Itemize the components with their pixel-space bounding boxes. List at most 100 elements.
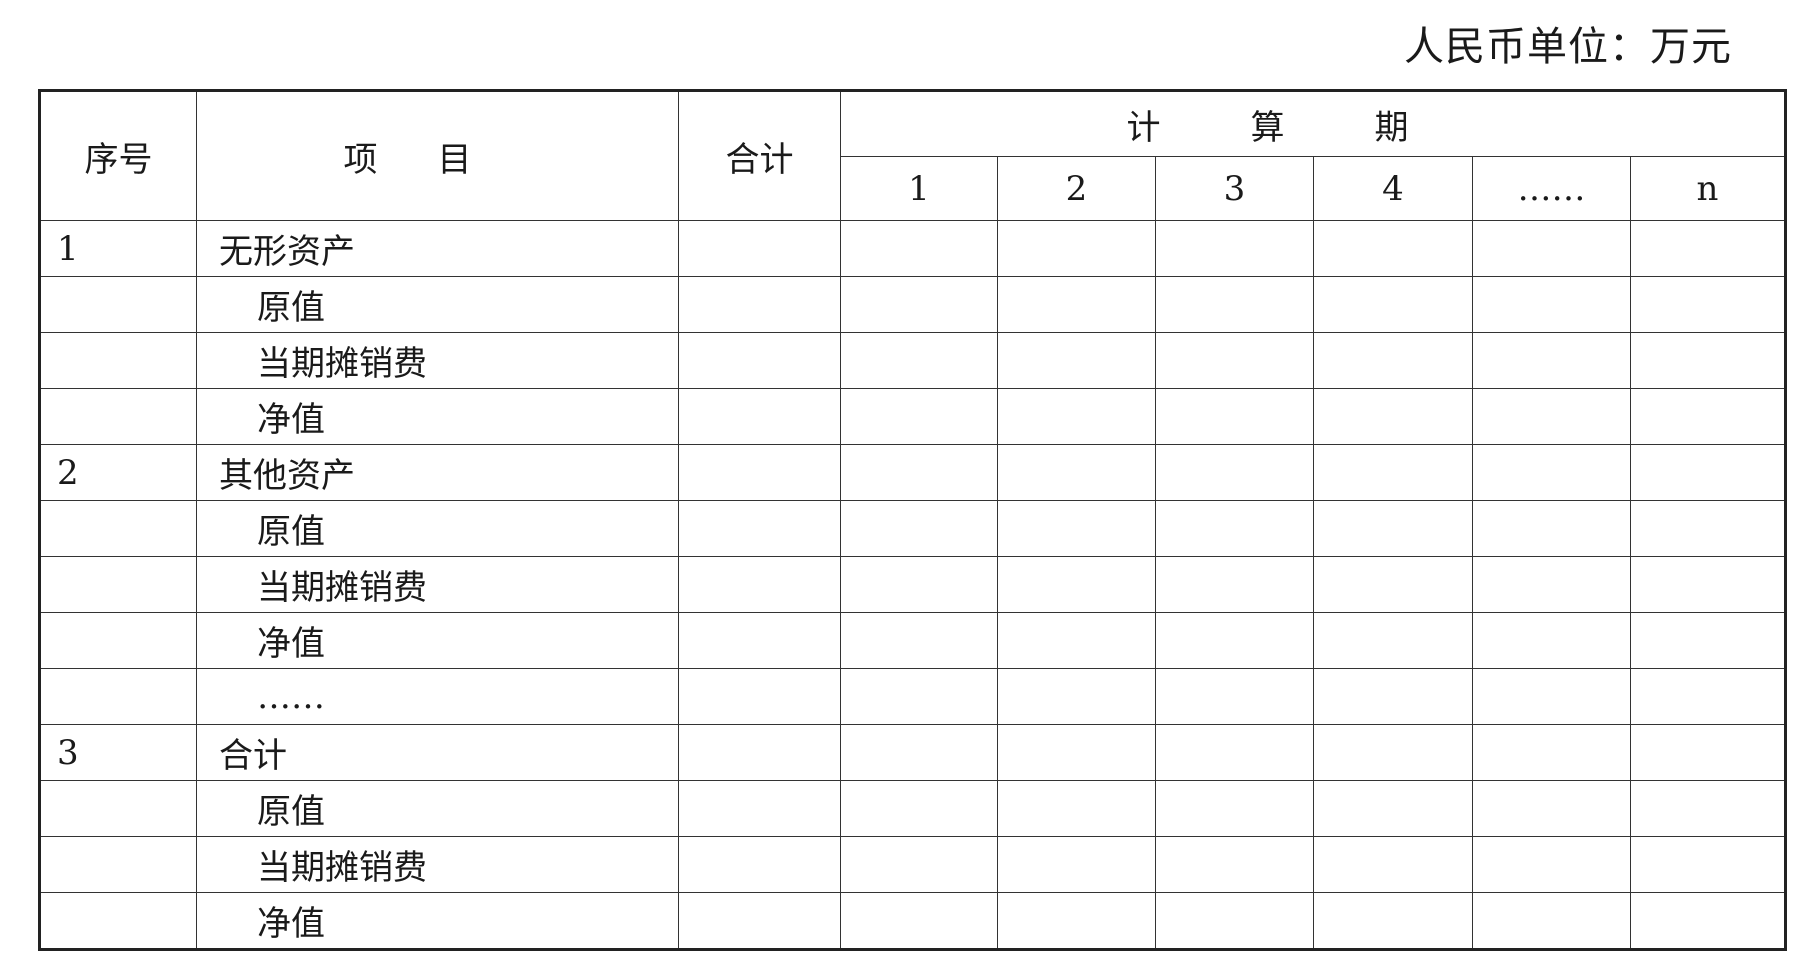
row-item: 原值 [196,276,679,333]
row-seq: 3 [39,724,197,781]
row-total-cell [678,892,841,950]
row-period-cell [840,332,998,389]
row-total-cell [678,724,841,781]
row-period-cell [840,220,998,277]
row-item: …… [196,668,679,725]
row-period-cell [1630,388,1786,445]
row-period-cell [1630,780,1786,837]
row-item: 其他资产 [196,444,679,501]
row-period-cell [1472,668,1631,725]
row-period-cell [1313,780,1473,837]
row-seq [39,332,197,389]
row-period-cell [840,276,998,333]
row-seq [39,556,197,613]
row-period-cell [1313,500,1473,557]
row-period-cell [1472,892,1631,950]
row-seq [39,668,197,725]
row-period-cell [1630,724,1786,781]
row-period-cell [840,556,998,613]
table-row: 原值 [39,500,1786,557]
row-seq [39,836,197,893]
header-period: 1 [840,156,998,221]
table-row: 当期摊销费 [39,332,1786,389]
row-total-cell [678,836,841,893]
row-period-cell [840,500,998,557]
row-period-cell [997,892,1156,950]
row-period-cell [1313,836,1473,893]
row-period-cell [1155,220,1314,277]
header-seq: 序号 [39,90,197,221]
table-row: 净值 [39,612,1786,669]
row-period-cell [1313,724,1473,781]
row-period-cell [997,556,1156,613]
row-period-cell [1630,332,1786,389]
row-period-cell [997,780,1156,837]
row-period-cell [840,444,998,501]
row-period-cell [1472,388,1631,445]
header-item: 项目 [196,90,679,221]
row-total-cell [678,556,841,613]
row-total-cell [678,500,841,557]
row-total-cell [678,276,841,333]
row-total-cell [678,780,841,837]
table-row: 净值 [39,388,1786,445]
row-period-cell [1155,892,1314,950]
row-period-cell [840,836,998,893]
row-period-cell [997,668,1156,725]
row-period-cell [1155,332,1314,389]
row-period-cell [1313,556,1473,613]
row-period-cell [997,332,1156,389]
row-period-cell [1155,780,1314,837]
row-period-cell [1313,892,1473,950]
row-item: 当期摊销费 [196,332,679,389]
row-seq: 2 [39,444,197,501]
row-seq [39,276,197,333]
row-item: 当期摊销费 [196,836,679,893]
row-period-cell [997,836,1156,893]
row-period-cell [997,444,1156,501]
row-period-cell [1313,388,1473,445]
row-period-cell [1630,836,1786,893]
row-period-cell [997,276,1156,333]
row-total-cell [678,668,841,725]
row-period-cell [840,892,998,950]
row-period-cell [840,724,998,781]
row-period-cell [1472,556,1631,613]
row-period-cell [1313,444,1473,501]
row-period-cell [1313,276,1473,333]
row-period-cell [1630,276,1786,333]
table-row: 1 无形资产 [39,220,1786,277]
table-row: 原值 [39,276,1786,333]
row-period-cell [1472,220,1631,277]
row-period-cell [840,780,998,837]
row-period-cell [1630,500,1786,557]
row-period-cell [1155,668,1314,725]
unit-label: 人民币单位：万元 [1404,24,1732,70]
row-period-cell [997,724,1156,781]
row-period-cell [1472,444,1631,501]
row-item: 原值 [196,780,679,837]
row-total-cell [678,612,841,669]
row-period-cell [1630,892,1786,950]
row-item: 当期摊销费 [196,556,679,613]
header-period: 2 [997,156,1156,221]
row-period-cell [997,612,1156,669]
row-period-cell [1472,500,1631,557]
row-item: 净值 [196,612,679,669]
table-row: …… [39,668,1786,725]
row-total-cell [678,444,841,501]
amortization-table: 序号 项目 合计 计算期 1 2 3 4…… n 1 无形资产 原值 当期摊销费 净值 2 其他资产… [38,89,1787,951]
row-period-cell [1155,444,1314,501]
row-period-cell [997,500,1156,557]
row-period-cell [997,388,1156,445]
row-period-cell [1155,276,1314,333]
header-period: n [1630,156,1786,221]
header-period-group: 计算期 [840,90,1786,157]
row-seq [39,612,197,669]
row-period-cell [1155,388,1314,445]
header-period: 4 [1313,156,1473,221]
table-row: 当期摊销费 [39,556,1786,613]
row-item: 净值 [196,892,679,950]
row-period-cell [1472,780,1631,837]
table-row: 净值 [39,892,1786,950]
